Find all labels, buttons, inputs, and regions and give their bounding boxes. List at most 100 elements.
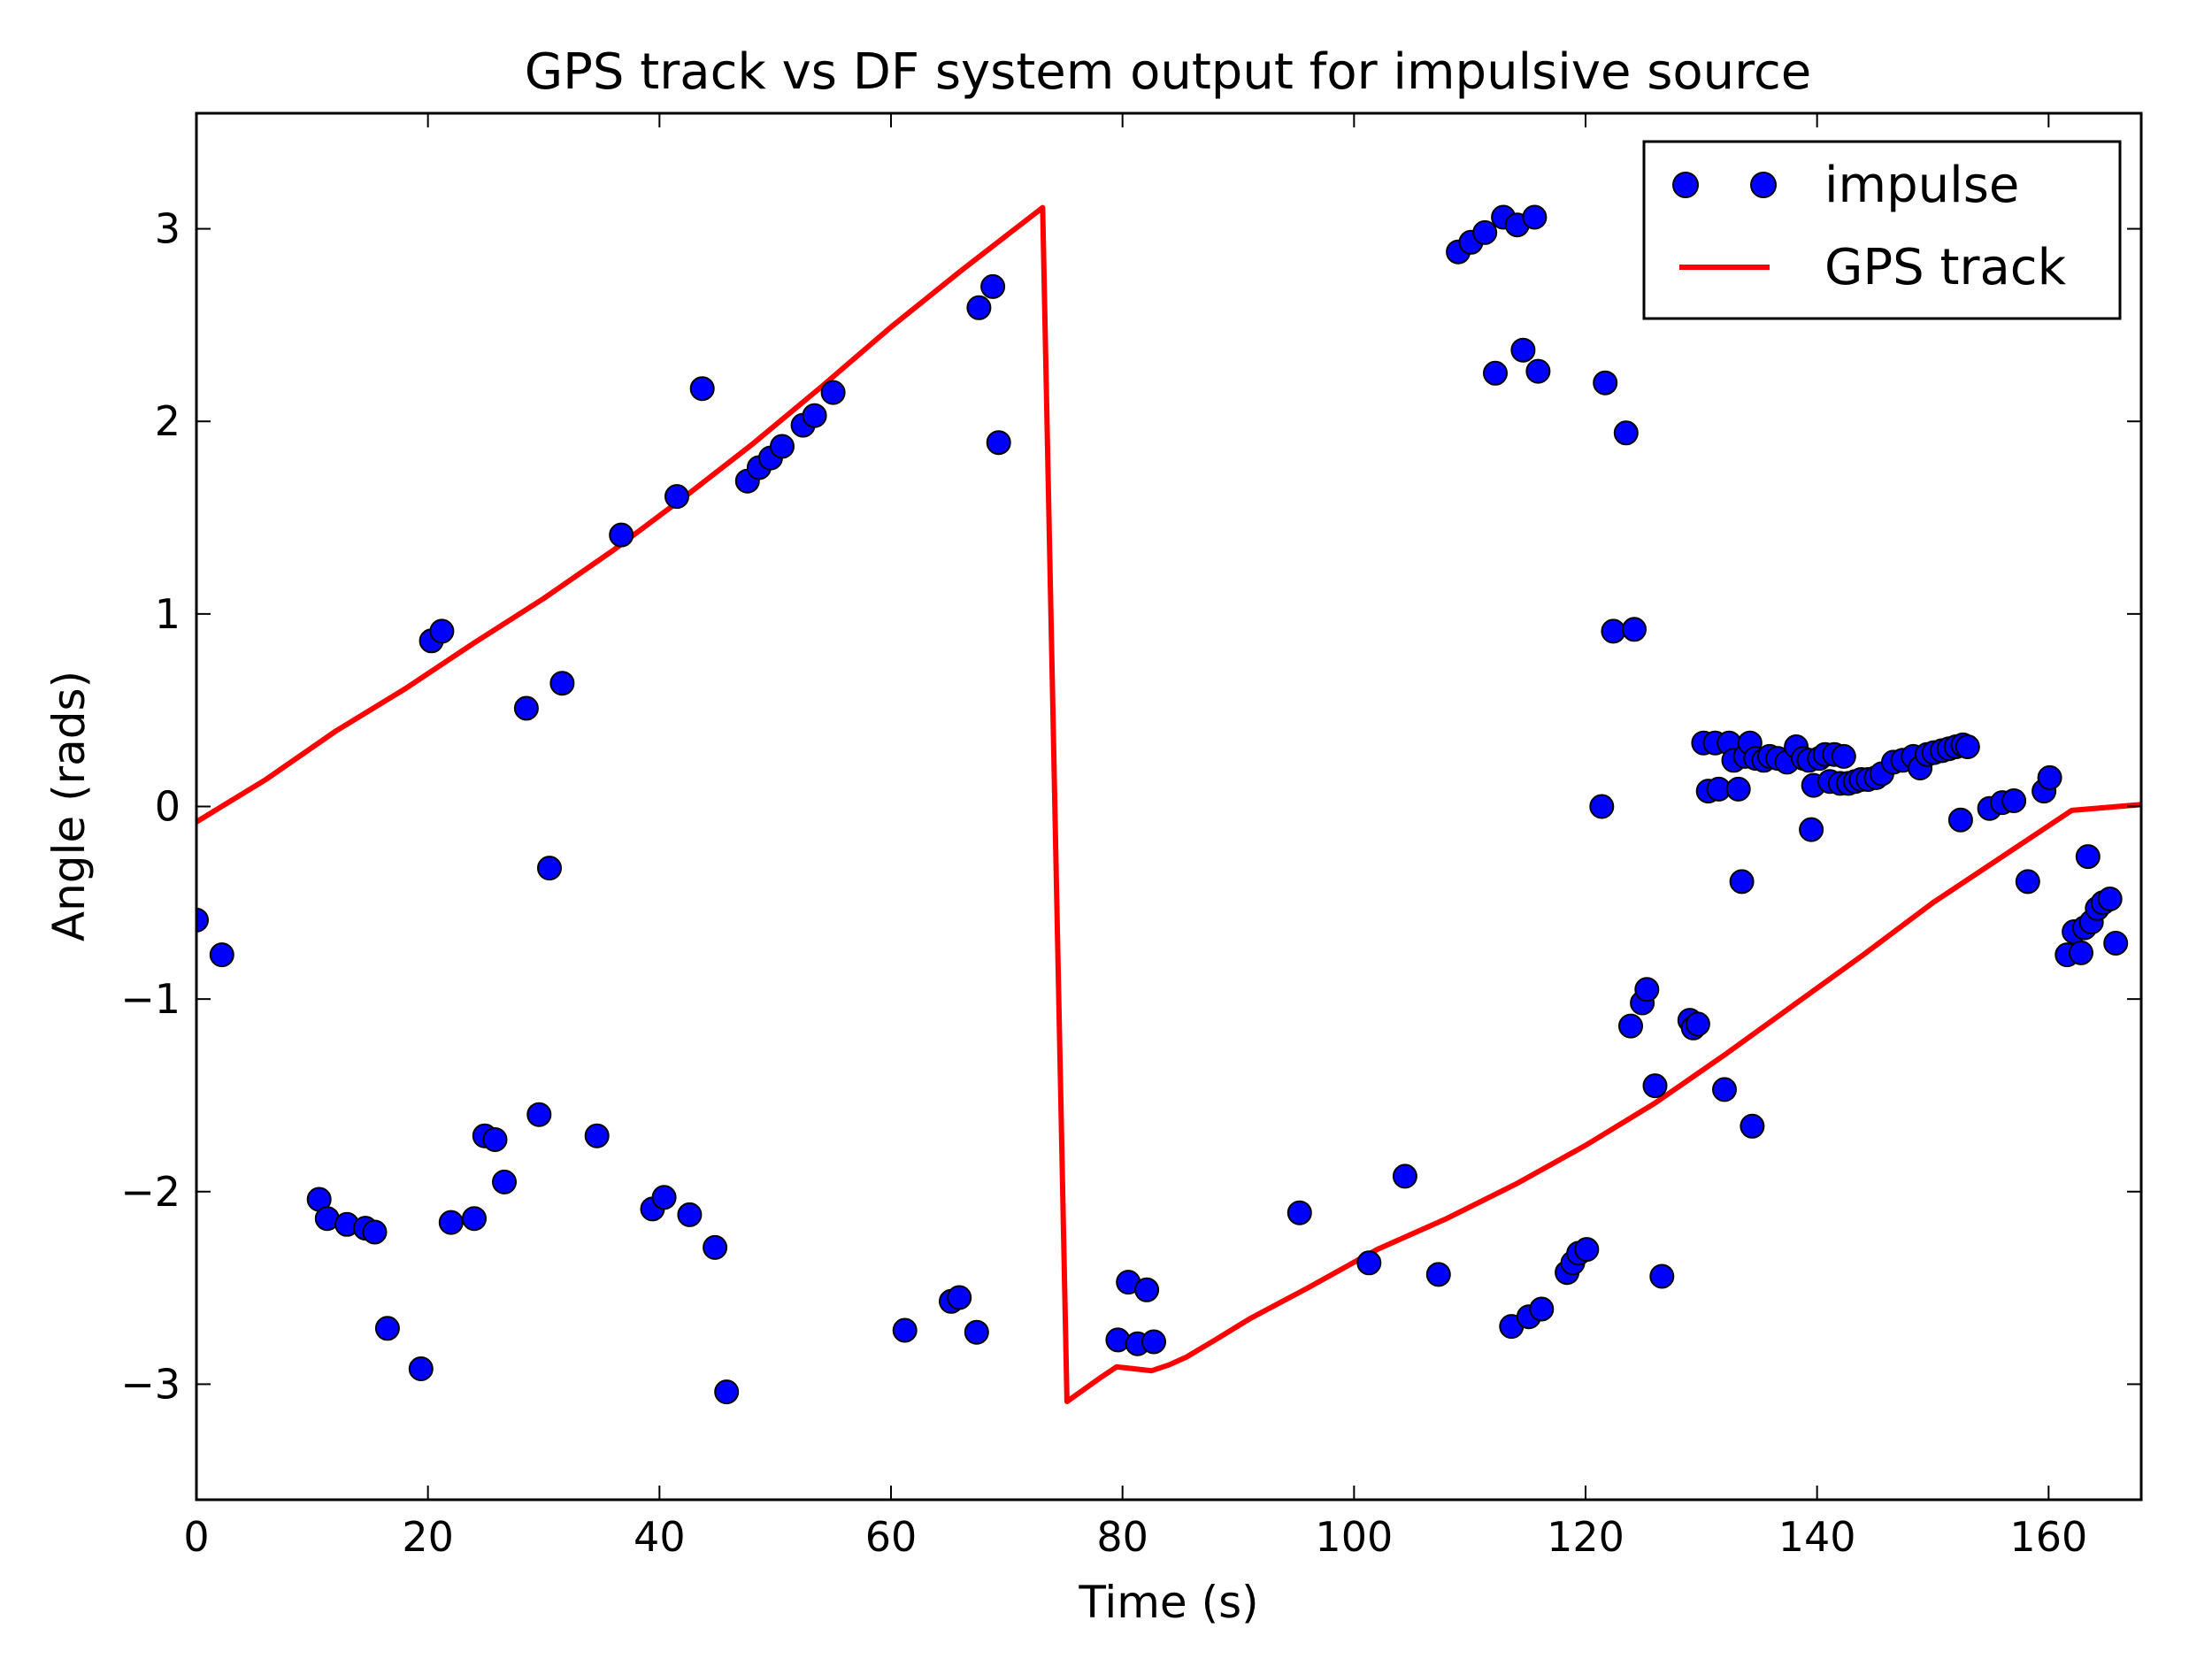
impulse-point	[947, 1285, 972, 1310]
impulse-point	[429, 618, 455, 644]
y-tick-label: −3	[120, 1360, 180, 1408]
impulse-point	[1729, 869, 1755, 895]
impulse-point	[2001, 788, 2027, 813]
impulse-point	[980, 273, 1006, 299]
impulse-point	[1141, 1329, 1166, 1355]
impulse-point	[1472, 219, 1498, 245]
impulse-point	[1613, 420, 1639, 446]
impulse-point	[492, 1169, 517, 1194]
impulse-point	[2075, 844, 2101, 870]
impulse-point	[2097, 887, 2123, 911]
legend-impulse-marker-left	[1672, 172, 1699, 198]
x-tick-label: 100	[1315, 1513, 1393, 1561]
impulse-point	[2037, 764, 2062, 790]
legend-impulse-marker-right	[1750, 172, 1777, 198]
gps-track-layer	[196, 204, 2141, 1404]
impulse-point	[651, 1185, 677, 1210]
y-axis-label: Angle (rads)	[43, 671, 95, 941]
impulse-point	[677, 1202, 703, 1227]
impulse-point	[1529, 1296, 1555, 1322]
impulse-point	[1622, 617, 1647, 642]
impulse-point	[584, 1123, 610, 1148]
impulse-point	[1134, 1277, 1160, 1302]
impulse-point	[770, 434, 795, 459]
impulse-point	[513, 695, 539, 721]
impulse-point	[2015, 869, 2040, 895]
impulse-point	[1510, 337, 1536, 363]
impulse-point	[1831, 743, 1856, 769]
impulse-point	[408, 1356, 434, 1381]
x-tick-label: 60	[865, 1513, 918, 1561]
impulse-point	[966, 295, 992, 320]
impulse-point	[196, 907, 209, 933]
x-tick-label: 40	[634, 1513, 686, 1561]
plot-area	[195, 111, 2143, 1502]
impulse-points-layer	[196, 204, 2129, 1405]
impulse-point	[1618, 1013, 1643, 1039]
x-tick-label: 80	[1096, 1513, 1148, 1561]
impulse-point	[820, 380, 846, 405]
y-tick-label: 1	[155, 590, 180, 638]
impulse-point	[1740, 1113, 1765, 1139]
y-tick-label: −1	[120, 975, 180, 1023]
y-tick-label: 2	[155, 397, 180, 445]
impulse-point	[1483, 360, 1508, 386]
impulse-point	[482, 1127, 508, 1152]
impulse-point	[549, 671, 575, 696]
impulse-point	[1525, 358, 1551, 384]
x-tick-labels: 0 20 40 60 80 100 120 140 160	[183, 1513, 2087, 1561]
impulse-point	[1685, 1011, 1710, 1037]
impulse-point	[1725, 776, 1751, 802]
impulse-point	[526, 1102, 552, 1127]
impulse-point	[664, 484, 689, 510]
impulse-point	[986, 430, 1011, 456]
impulse-point	[1601, 618, 1626, 644]
impulse-point	[1649, 1263, 1675, 1289]
chart-title: GPS track vs DF system output for impuls…	[525, 43, 1811, 101]
legend-impulse-label: impulse	[1824, 157, 2019, 214]
impulse-point	[2103, 931, 2129, 956]
legend: impulse GPS track	[1642, 140, 2122, 320]
impulse-point	[802, 403, 827, 428]
gps-track-line	[196, 204, 2141, 1404]
axis-ticks	[196, 113, 2141, 1500]
impulse-point	[374, 1316, 400, 1341]
impulse-point	[362, 1219, 388, 1245]
impulse-point	[1522, 204, 1548, 230]
x-tick-label: 140	[1778, 1513, 1856, 1561]
impulse-point	[2069, 940, 2093, 965]
impulse-point	[1799, 817, 1824, 842]
impulse-point	[703, 1234, 728, 1260]
impulse-point	[1712, 1077, 1737, 1102]
impulse-point	[1356, 1250, 1382, 1276]
impulse-point	[609, 522, 634, 548]
impulse-point	[1589, 794, 1615, 819]
y-tick-label: −2	[120, 1168, 180, 1216]
impulse-point	[1392, 1164, 1417, 1189]
impulse-point	[537, 856, 562, 881]
impulse-point	[1286, 1200, 1312, 1225]
legend-gps-label: GPS track	[1824, 239, 2067, 296]
impulse-point	[1593, 370, 1618, 396]
x-tick-label: 0	[183, 1513, 209, 1561]
legend-box	[1642, 140, 2122, 320]
y-tick-label: 3	[155, 205, 180, 253]
impulse-point	[1642, 1073, 1668, 1099]
impulse-point	[1634, 977, 1660, 1002]
impulse-point	[714, 1379, 740, 1405]
y-tick-labels: −3 −2 −1 0 1 2 3	[120, 205, 180, 1409]
y-tick-label: 0	[155, 783, 180, 831]
impulse-point	[462, 1206, 487, 1232]
plot-frame	[195, 111, 2143, 1502]
x-axis-label: Time (s)	[1078, 1577, 1258, 1628]
impulse-point	[689, 376, 715, 402]
x-tick-label: 120	[1547, 1513, 1624, 1561]
impulse-point	[1425, 1262, 1451, 1287]
x-tick-label: 160	[2009, 1513, 2087, 1561]
x-tick-label: 20	[402, 1513, 454, 1561]
impulse-point	[209, 942, 234, 968]
impulse-point	[1955, 734, 1980, 759]
impulse-point	[1947, 807, 1973, 833]
impulse-point	[892, 1317, 918, 1343]
